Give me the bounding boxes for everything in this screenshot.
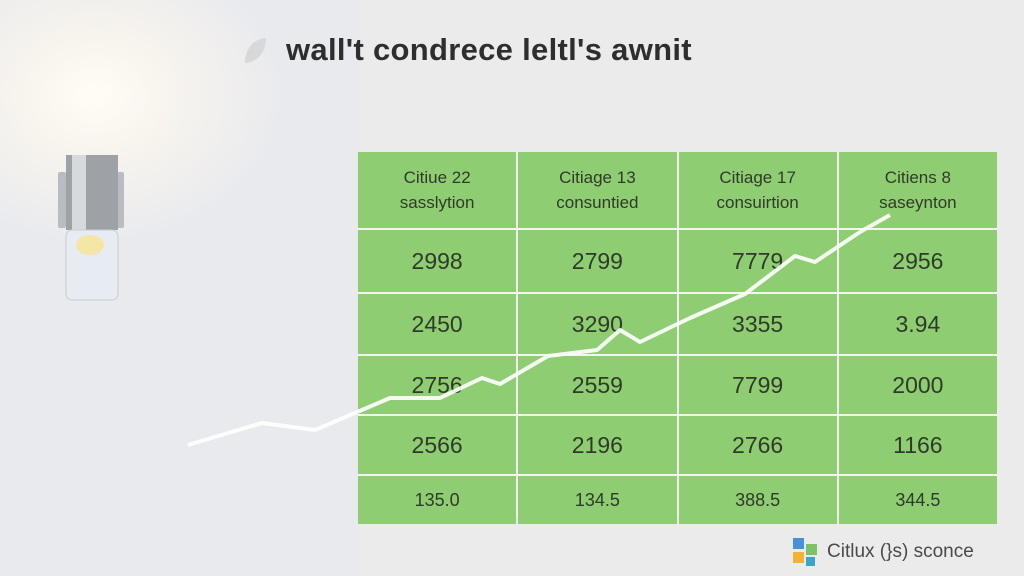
logo-square bbox=[793, 552, 804, 563]
cell-value: 2559 bbox=[571, 371, 623, 398]
trend-line bbox=[187, 213, 891, 447]
logo-square bbox=[806, 557, 815, 566]
cell-value: 135.0 bbox=[414, 489, 460, 510]
cell-value: 2196 bbox=[571, 431, 623, 458]
table-cell: 2956 bbox=[838, 230, 997, 292]
cell-value: 134.5 bbox=[574, 489, 620, 510]
table-cell: 388.5 bbox=[678, 476, 837, 524]
logo-square bbox=[793, 538, 804, 549]
header-text: Citiens 8 bbox=[884, 168, 951, 187]
table-cell: 2000 bbox=[838, 356, 997, 414]
sconce-illustration bbox=[58, 155, 124, 301]
header-cell: Citiue 22 sasslytion bbox=[358, 152, 517, 228]
cell-value: 2766 bbox=[732, 431, 784, 458]
cell-value: 2566 bbox=[411, 431, 463, 458]
cell-value: 344.5 bbox=[895, 489, 941, 510]
sconce-highlight bbox=[72, 155, 86, 230]
cell-value: 2998 bbox=[411, 247, 463, 274]
logo-text: Citlux (}s) sconce bbox=[827, 541, 974, 562]
table-cell: 2998 bbox=[358, 230, 517, 292]
cell-value: 1166 bbox=[893, 431, 943, 458]
header-text: saseynton bbox=[879, 193, 957, 212]
logo-square bbox=[806, 544, 817, 555]
header-text: Citiage 13 bbox=[559, 168, 636, 187]
page-title: wall't condrece leltl's awnit bbox=[286, 32, 692, 67]
cell-value: 3.94 bbox=[895, 310, 941, 337]
header-text: Citiue 22 bbox=[403, 168, 471, 187]
cell-value: 2450 bbox=[411, 310, 463, 337]
logo-icon bbox=[793, 538, 817, 566]
header-text: consuntied bbox=[556, 193, 639, 212]
header-cell: Citiage 13 consuntied bbox=[518, 152, 677, 228]
cell-value: 388.5 bbox=[735, 489, 781, 510]
header-text: sasslytion bbox=[399, 193, 475, 212]
table-cell: 2196 bbox=[518, 416, 677, 474]
table-cell: 3.94 bbox=[838, 294, 997, 354]
sconce-bracket bbox=[58, 172, 66, 228]
table-cell: 2566 bbox=[358, 416, 517, 474]
table-cell: 2450 bbox=[358, 294, 517, 354]
table-cell: 7779 bbox=[678, 230, 837, 292]
header-text: Citiage 17 bbox=[719, 168, 796, 187]
table-cell: 3290 bbox=[518, 294, 677, 354]
cell-value: 2956 bbox=[892, 247, 944, 274]
cell-value: 2000 bbox=[892, 371, 944, 398]
table-cell: 134.5 bbox=[518, 476, 677, 524]
leaf-shape bbox=[245, 38, 266, 63]
sconce-bulb bbox=[76, 235, 104, 255]
table-cell: 2756 bbox=[358, 356, 517, 414]
table-cell: 3355 bbox=[678, 294, 837, 354]
table-cell: 2766 bbox=[678, 416, 837, 474]
cell-value: 3290 bbox=[571, 310, 623, 337]
table-cell: 1166 bbox=[838, 416, 997, 474]
header-text: consuirtion bbox=[716, 193, 799, 212]
leaf-icon bbox=[245, 38, 266, 63]
table-cell: 2799 bbox=[518, 230, 677, 292]
header-cell: Citiage 17 consuirtion bbox=[678, 152, 837, 228]
data-table: Citiue 22 sasslytion Citiage 13 consuntied C… bbox=[358, 152, 997, 524]
header-cell: Citiens 8 saseynton bbox=[838, 152, 997, 228]
wall-background bbox=[0, 0, 358, 576]
cell-value: 3355 bbox=[732, 310, 784, 337]
table-cell: 344.5 bbox=[838, 476, 997, 524]
table-cell: 7799 bbox=[678, 356, 837, 414]
cell-value: 2799 bbox=[571, 247, 623, 274]
table-cell: 135.0 bbox=[358, 476, 517, 524]
cell-value: 7799 bbox=[732, 371, 784, 398]
table-cell: 2559 bbox=[518, 356, 677, 414]
brand-logo: Citlux (}s) sconce bbox=[793, 538, 974, 566]
